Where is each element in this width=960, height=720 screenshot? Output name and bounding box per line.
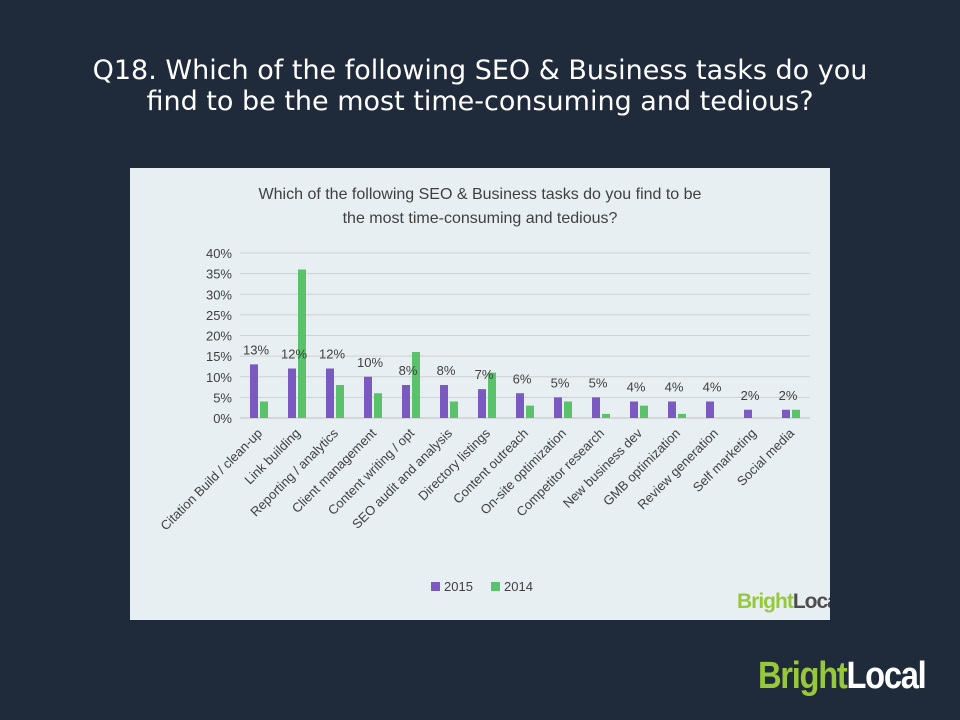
watermark-text-bright: Bright [737,590,794,613]
data-label: 7% [475,367,494,382]
y-tick-label: 15% [206,349,232,364]
bar-2014-9 [602,413,610,418]
data-label: 13% [243,342,269,357]
bar-2014-2 [336,385,344,418]
bar-2014-11 [678,413,686,418]
bar-2014-8 [564,401,572,418]
data-label: 6% [513,371,532,386]
logo-text-bright: Bright [758,655,848,697]
watermark-text-local: Local [793,590,830,613]
bar-2015-8 [554,397,562,418]
legend-label-2014: 2014 [504,579,533,594]
y-tick-label: 40% [206,246,232,261]
bar-2015-10 [630,401,638,418]
chart-watermark-logo: BrightLocal [737,590,830,613]
data-label: 2% [741,388,760,403]
bar-2015-12 [706,401,714,418]
bar-2014-7 [526,405,534,418]
bar-2014-14 [792,409,800,418]
bar-2014-0 [260,401,268,418]
data-label: 5% [551,375,570,390]
bar-2015-4 [402,385,410,418]
bar-chart: Which of the following SEO & Business ta… [157,186,830,613]
bar-2015-1 [288,368,296,418]
data-label: 4% [665,380,684,395]
data-label: 12% [281,347,307,362]
slide-title: Q18. Which of the following SEO & Busine… [0,55,960,117]
bar-2015-2 [326,368,334,418]
y-tick-label: 0% [213,411,232,426]
y-tick-label: 35% [206,267,232,282]
chart-title-line-2: the most time-consuming and tedious? [343,210,618,227]
data-label: 8% [399,363,418,378]
data-label: 10% [357,355,383,370]
chart-title-line-1: Which of the following SEO & Business ta… [259,186,702,203]
bar-2015-7 [516,393,524,418]
data-label: 2% [779,388,798,403]
bar-2015-0 [250,364,258,418]
y-tick-label: 30% [206,287,232,302]
data-label: 4% [703,380,722,395]
bar-2014-6 [488,372,496,418]
data-label: 5% [589,375,608,390]
y-tick-label: 20% [206,329,232,344]
data-label: 8% [437,363,456,378]
data-label: 12% [319,347,345,362]
bar-2014-10 [640,405,648,418]
bar-2015-14 [782,409,790,418]
bar-2015-3 [364,376,372,418]
bar-2015-13 [744,409,752,418]
bar-2015-9 [592,397,600,418]
brightlocal-logo: BrightLocal [758,653,927,699]
chart-panel: Which of the following SEO & Business ta… [130,168,830,620]
bar-2015-6 [478,389,486,418]
bar-2014-3 [374,393,382,418]
slide-title-line-1: Q18. Which of the following SEO & Busine… [92,55,868,86]
data-label: 4% [627,380,646,395]
bar-2015-5 [440,385,448,418]
y-tick-label: 10% [206,370,232,385]
bar-2014-1 [298,269,306,418]
y-tick-label: 5% [213,390,232,405]
legend-swatch-2014 [491,582,500,591]
y-tick-label: 25% [206,308,232,323]
bar-2015-11 [668,401,676,418]
legend-label-2015: 2015 [444,579,473,594]
bar-2014-4 [412,352,420,418]
bar-2014-5 [450,401,458,418]
legend-swatch-2015 [431,582,440,591]
slide-title-line-2: find to be the most time-consuming and t… [146,86,814,117]
logo-text-local: Local [846,655,926,697]
